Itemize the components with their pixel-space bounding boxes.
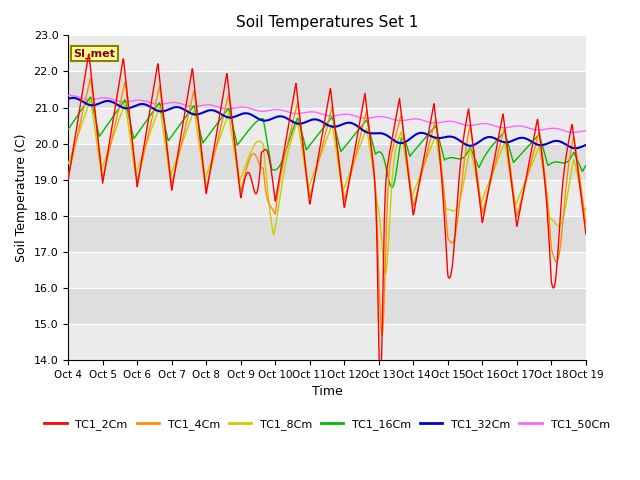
TC1_8Cm [408,194,415,200]
Bar [68,180,586,216]
TC1_2Cm [180,117,188,122]
TC1_16Cm [408,151,415,157]
Bar [68,252,586,288]
TC1_2Cm [408,200,415,205]
TC1_4Cm [582,220,589,226]
TC1_16Cm [476,164,483,169]
TC1_50Cm [167,100,175,106]
TC1_4Cm [476,189,483,194]
Title: Soil Temperatures Set 1: Soil Temperatures Set 1 [236,15,418,30]
TC1_16Cm [582,163,589,168]
Line: TC1_16Cm: TC1_16Cm [68,97,586,188]
Bar [68,108,586,144]
TC1_4Cm [64,173,72,179]
TC1_50Cm [237,104,245,110]
TC1_32Cm [521,135,529,141]
TC1_50Cm [66,93,74,98]
TC1_50Cm [64,93,72,98]
TC1_8Cm [167,171,175,177]
TC1_50Cm [475,121,483,127]
Line: TC1_2Cm: TC1_2Cm [68,54,586,384]
TC1_32Cm [180,107,188,112]
Y-axis label: Soil Temperature (C): Soil Temperature (C) [15,133,28,262]
TC1_32Cm [237,111,245,117]
TC1_32Cm [582,142,589,148]
TC1_32Cm [572,145,579,151]
Bar [68,288,586,324]
TC1_16Cm [521,147,529,153]
TC1_16Cm [388,185,396,191]
TC1_50Cm [521,124,529,130]
TC1_4Cm [86,75,94,81]
TC1_8Cm [521,179,529,184]
TC1_2Cm [521,180,529,186]
Bar [68,216,586,252]
TC1_4Cm [180,132,188,137]
TC1_16Cm [86,94,94,100]
TC1_32Cm [69,95,77,101]
TC1_4Cm [237,185,245,191]
TC1_50Cm [180,102,188,108]
Line: TC1_32Cm: TC1_32Cm [68,98,586,148]
TC1_50Cm [408,116,415,122]
TC1_2Cm [582,231,589,237]
Text: SI_met: SI_met [74,48,115,59]
TC1_16Cm [180,117,188,122]
Bar [68,36,586,72]
X-axis label: Time: Time [312,385,342,398]
TC1_4Cm [521,182,529,188]
Legend: TC1_2Cm, TC1_4Cm, TC1_8Cm, TC1_16Cm, TC1_32Cm, TC1_50Cm: TC1_2Cm, TC1_4Cm, TC1_8Cm, TC1_16Cm, TC1… [40,415,614,434]
TC1_2Cm [85,51,93,57]
TC1_4Cm [378,332,386,338]
TC1_32Cm [167,106,175,111]
TC1_8Cm [64,161,72,167]
TC1_4Cm [408,192,415,198]
TC1_4Cm [167,177,175,183]
Bar [68,144,586,180]
TC1_50Cm [582,128,589,133]
Bar [68,324,586,360]
TC1_32Cm [475,139,483,145]
Line: TC1_8Cm: TC1_8Cm [68,99,586,274]
TC1_8Cm [582,205,589,211]
TC1_16Cm [64,126,72,132]
TC1_8Cm [86,96,94,102]
TC1_2Cm [167,182,175,188]
TC1_16Cm [167,134,175,140]
TC1_32Cm [64,96,72,102]
TC1_50Cm [570,130,577,135]
TC1_2Cm [376,381,384,386]
TC1_8Cm [237,173,245,179]
TC1_8Cm [381,271,389,276]
TC1_16Cm [237,137,245,143]
TC1_8Cm [476,193,483,199]
Line: TC1_50Cm: TC1_50Cm [68,96,586,132]
Bar [68,72,586,108]
TC1_2Cm [64,177,72,182]
Line: TC1_4Cm: TC1_4Cm [68,78,586,335]
TC1_32Cm [408,135,415,141]
TC1_2Cm [476,196,483,202]
TC1_2Cm [237,191,245,197]
TC1_8Cm [180,136,188,142]
